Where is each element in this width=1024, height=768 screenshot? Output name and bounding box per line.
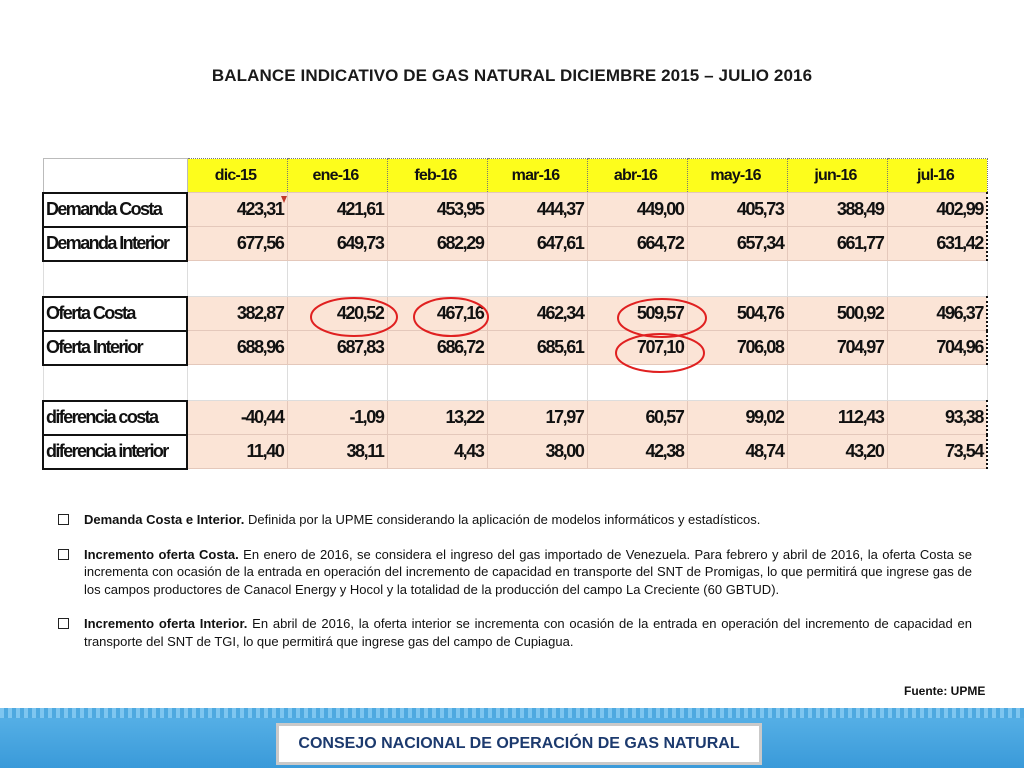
table-cell: 38,00	[486, 434, 588, 469]
table-cell: 93,38	[886, 400, 988, 435]
footer-stripe	[0, 708, 1024, 718]
table-cell: 496,37	[886, 296, 988, 331]
table-cell: 631,42	[886, 226, 988, 261]
note-heading: Demanda Costa e Interior.	[84, 512, 245, 527]
slide-title: BALANCE INDICATIVO DE GAS NATURAL DICIEM…	[211, 66, 813, 85]
table-row: Oferta Costa 382,87 420,52 467,16 462,34…	[42, 295, 988, 332]
table-cell: 11,40	[186, 434, 288, 469]
table-cell: 706,08	[686, 330, 788, 365]
row-label: Demanda Interior	[42, 225, 188, 262]
table-cell: 657,34	[686, 226, 788, 261]
table-cell: 73,54	[886, 434, 988, 469]
table-cell: 449,00	[586, 192, 688, 227]
column-header: abr-16	[586, 158, 688, 193]
list-item: Incremento oferta Interior. En abril de …	[58, 615, 972, 650]
table-row: diferencia interior 11,40 38,11 4,43 38,…	[42, 433, 988, 470]
table-cell: 402,99	[886, 192, 988, 227]
table-cell: 453,95	[386, 192, 488, 227]
notes-list: Demanda Costa e Interior. Definida por l…	[58, 511, 972, 667]
table-cell: 17,97	[486, 400, 588, 435]
table-cell: 686,72	[386, 330, 488, 365]
table-cell: 13,22	[386, 400, 488, 435]
table-cell: 112,43	[786, 400, 888, 435]
table-cell: 444,37	[486, 192, 588, 227]
column-header: mar-16	[486, 158, 588, 193]
table-cell: 509,57	[586, 296, 688, 331]
table-cell: 4,43	[386, 434, 488, 469]
row-label: Demanda Costa	[42, 191, 188, 228]
table-spacer-row	[42, 364, 988, 401]
note-heading: Incremento oferta Costa.	[84, 546, 239, 562]
row-label: Oferta Interior	[42, 329, 188, 366]
gas-balance-table: dic-15 ene-16 feb-16 mar-16 abr-16 may-1…	[42, 158, 988, 470]
table-cell: 60,57	[586, 400, 688, 435]
table-cell: 649,73	[286, 226, 388, 261]
table-cell: 38,11	[286, 434, 388, 469]
table-cell: 99,02	[686, 400, 788, 435]
table-cell: 647,61	[486, 226, 588, 261]
table-row: diferencia costa -40,44 -1,09 13,22 17,9…	[42, 399, 988, 436]
table-cell: 704,96	[886, 330, 988, 365]
list-item: Demanda Costa e Interior. Definida por l…	[58, 511, 972, 529]
note-heading: Incremento oferta Interior.	[84, 616, 248, 631]
table-cell: 423,31	[186, 192, 288, 227]
row-label: diferencia costa	[42, 399, 188, 436]
table-cell: 42,38	[586, 434, 688, 469]
list-item: Incremento oferta Costa. En enero de 201…	[58, 546, 972, 599]
source-label: Fuente: UPME	[904, 684, 986, 698]
column-header: jun-16	[786, 158, 888, 193]
table-cell: 405,73	[686, 192, 788, 227]
note-text: Definida por la UPME considerando la apl…	[244, 512, 761, 527]
table-cell: 677,56	[186, 226, 288, 261]
table-header-row: dic-15 ene-16 feb-16 mar-16 abr-16 may-1…	[42, 158, 988, 193]
table-cell: 382,87	[186, 296, 288, 331]
table-row: Oferta Interior 688,96 687,83 686,72 685…	[42, 329, 988, 366]
table-cell: 687,83	[286, 330, 388, 365]
row-label: Oferta Costa	[42, 295, 188, 332]
table-cell: 504,76	[686, 296, 788, 331]
table-cell: 682,29	[386, 226, 488, 261]
table-cell: 500,92	[786, 296, 888, 331]
table-cell: 707,10	[586, 330, 688, 365]
checkbox-bullet-icon	[58, 548, 69, 560]
checkbox-bullet-icon	[58, 514, 69, 525]
table-cell: 48,74	[686, 434, 788, 469]
note-text: En enero de 2016, se considera el ingres…	[84, 546, 972, 597]
table-cell: 421,61	[286, 192, 388, 227]
footer-title: CONSEJO NACIONAL DE OPERACIÓN DE GAS NAT…	[276, 723, 762, 765]
table-cell: 685,61	[486, 330, 588, 365]
column-header: jul-16	[886, 158, 988, 193]
table-cell: 467,16	[386, 296, 488, 331]
table-row: Demanda Costa 423,31 421,61 453,95 444,3…	[42, 191, 988, 228]
table-cell: 688,96	[186, 330, 288, 365]
table-cell: 420,52	[286, 296, 388, 331]
column-header: dic-15	[186, 158, 288, 193]
table-row: Demanda Interior 677,56 649,73 682,29 64…	[42, 225, 988, 262]
checkbox-bullet-icon	[58, 618, 69, 629]
column-header: may-16	[686, 158, 788, 193]
column-header: feb-16	[386, 158, 488, 193]
table-cell: 43,20	[786, 434, 888, 469]
table-cell: 661,77	[786, 226, 888, 261]
table-spacer-row	[42, 260, 988, 297]
table-corner-cell	[42, 158, 188, 193]
row-label: diferencia interior	[42, 433, 188, 470]
table-cell: 388,49	[786, 192, 888, 227]
table-cell: 462,34	[486, 296, 588, 331]
table-cell: -1,09	[286, 400, 388, 435]
table-cell: 664,72	[586, 226, 688, 261]
column-header: ene-16	[286, 158, 388, 193]
table-cell: -40,44	[186, 400, 288, 435]
table-cell: 704,97	[786, 330, 888, 365]
note-text: En abril de 2016, la oferta interior se …	[84, 616, 972, 649]
